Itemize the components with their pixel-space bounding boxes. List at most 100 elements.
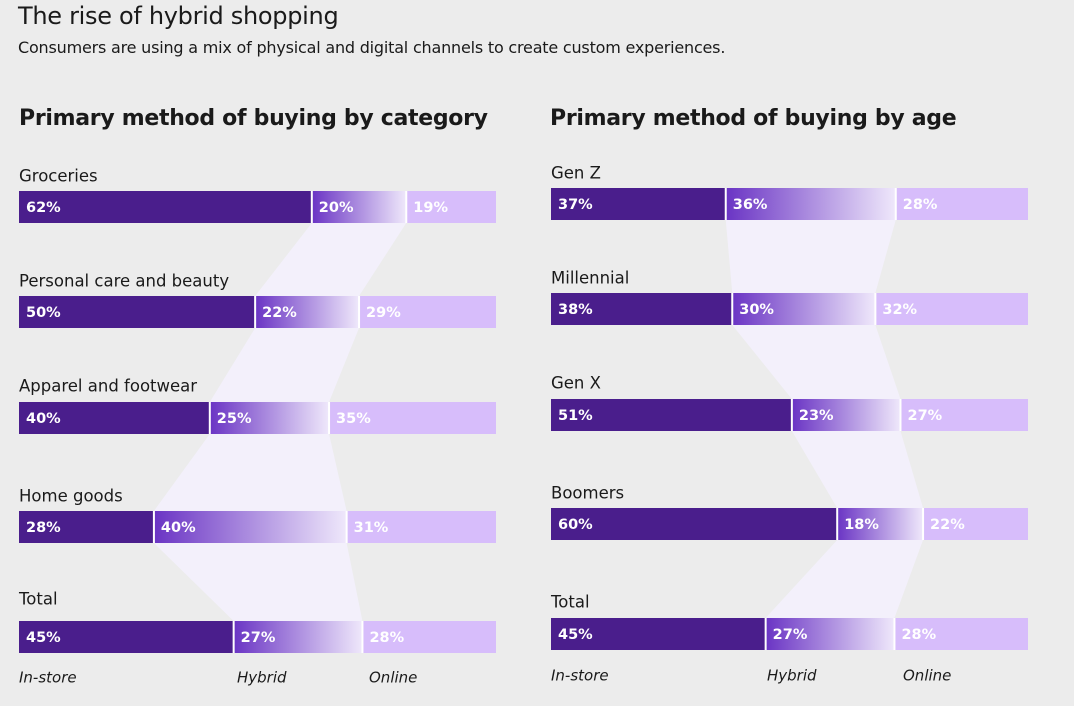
segment-divider (922, 508, 925, 540)
bar-segment-online (359, 296, 496, 328)
bar-segment-hybrid (233, 621, 363, 653)
bar-segment-online (894, 618, 1028, 650)
bar-segment-hybrid (255, 296, 360, 328)
legend-label: Hybrid (237, 669, 287, 687)
flow-band (765, 540, 924, 618)
value-label: 18% (844, 517, 879, 533)
segment-divider (893, 618, 896, 650)
segment-divider (724, 188, 727, 220)
bar-segment-hybrid (765, 618, 895, 650)
value-label: 22% (930, 517, 965, 533)
legend-label: Online (903, 667, 951, 685)
bar-segment-hybrid (153, 511, 347, 543)
flow-band (153, 543, 363, 621)
bar-segment-in-store (19, 191, 312, 223)
bar-segment-online (346, 511, 496, 543)
bar-segment-in-store (19, 511, 154, 543)
segment-divider (358, 296, 361, 328)
value-label: 30% (739, 302, 774, 318)
category-label: Groceries (19, 167, 98, 186)
page-title: The rise of hybrid shopping (18, 2, 339, 30)
segment-divider (361, 621, 364, 653)
segment-divider (232, 621, 235, 653)
category-label: Gen Z (551, 164, 601, 183)
flow-band (725, 220, 896, 293)
value-label: 22% (262, 305, 297, 321)
segment-divider (152, 511, 155, 543)
bar-segment-in-store (551, 293, 733, 325)
value-label: 38% (558, 302, 593, 318)
category-label: Boomers (551, 484, 624, 503)
legend-label: In-store (551, 667, 609, 685)
category-label: Home goods (19, 487, 123, 506)
bar-segment-online (923, 508, 1028, 540)
value-label: 32% (882, 302, 917, 318)
value-label: 40% (26, 411, 61, 427)
segment-divider (790, 399, 793, 431)
bar-segment-online (875, 293, 1028, 325)
value-label: 31% (354, 520, 389, 536)
segment-divider (310, 191, 313, 223)
bar-rows: Groceries 62% 20% 19% Personal care and beau… (18, 164, 1028, 687)
value-label: 36% (733, 197, 768, 213)
bar-segment-online (329, 402, 496, 434)
segment-divider (328, 402, 331, 434)
bar-segment-online (362, 621, 496, 653)
bar-segment-hybrid (791, 399, 901, 431)
category-chart-title: Primary method of buying by category (19, 106, 488, 131)
flow-band (209, 328, 360, 402)
segment-divider (836, 508, 839, 540)
value-label: 20% (319, 200, 354, 216)
category-label: Total (550, 593, 590, 612)
bar-segment-in-store (551, 399, 792, 431)
category-label: Apparel and footwear (19, 377, 197, 396)
flow-band (732, 325, 901, 399)
category-label: Millennial (551, 269, 629, 288)
segment-divider (899, 399, 902, 431)
page-subtitle: Consumers are using a mix of physical an… (18, 38, 726, 57)
category-label: Total (18, 590, 58, 609)
value-label: 27% (241, 630, 276, 646)
flow-bands (153, 220, 924, 621)
value-label: 51% (558, 408, 593, 424)
bar-segment-hybrid (311, 191, 407, 223)
value-label: 45% (558, 627, 593, 643)
value-label: 35% (336, 411, 371, 427)
category-label: Gen X (551, 374, 601, 393)
value-label: 60% (558, 517, 593, 533)
bar-segment-hybrid (725, 188, 896, 220)
value-label: 23% (799, 408, 834, 424)
value-label: 62% (26, 200, 61, 216)
legend-label: In-store (19, 669, 77, 687)
value-label: 37% (558, 197, 593, 213)
bar-segment-in-store (19, 402, 210, 434)
age-chart-title: Primary method of buying by age (550, 106, 957, 131)
bar-segment-hybrid (837, 508, 924, 540)
bar-segment-online (406, 191, 496, 223)
value-label: 27% (907, 408, 942, 424)
legend-label: Hybrid (767, 667, 817, 685)
segment-divider (208, 402, 211, 434)
value-label: 28% (903, 197, 938, 213)
flow-band (153, 434, 347, 511)
value-label: 28% (901, 627, 936, 643)
value-label: 28% (369, 630, 404, 646)
value-label: 25% (217, 411, 252, 427)
category-label: Personal care and beauty (19, 272, 229, 291)
segment-divider (874, 293, 877, 325)
bar-segment-in-store (551, 618, 766, 650)
bar-segment-in-store (551, 188, 726, 220)
segment-divider (254, 296, 257, 328)
bar-segment-online (900, 399, 1028, 431)
segment-divider (345, 511, 348, 543)
flow-band (255, 223, 407, 296)
bar-segment-in-store (19, 296, 256, 328)
segment-divider (731, 293, 734, 325)
bar-segment-online (895, 188, 1028, 220)
flow-band (791, 431, 924, 508)
value-label: 29% (366, 305, 401, 321)
segment-divider (894, 188, 897, 220)
segment-divider (764, 618, 767, 650)
